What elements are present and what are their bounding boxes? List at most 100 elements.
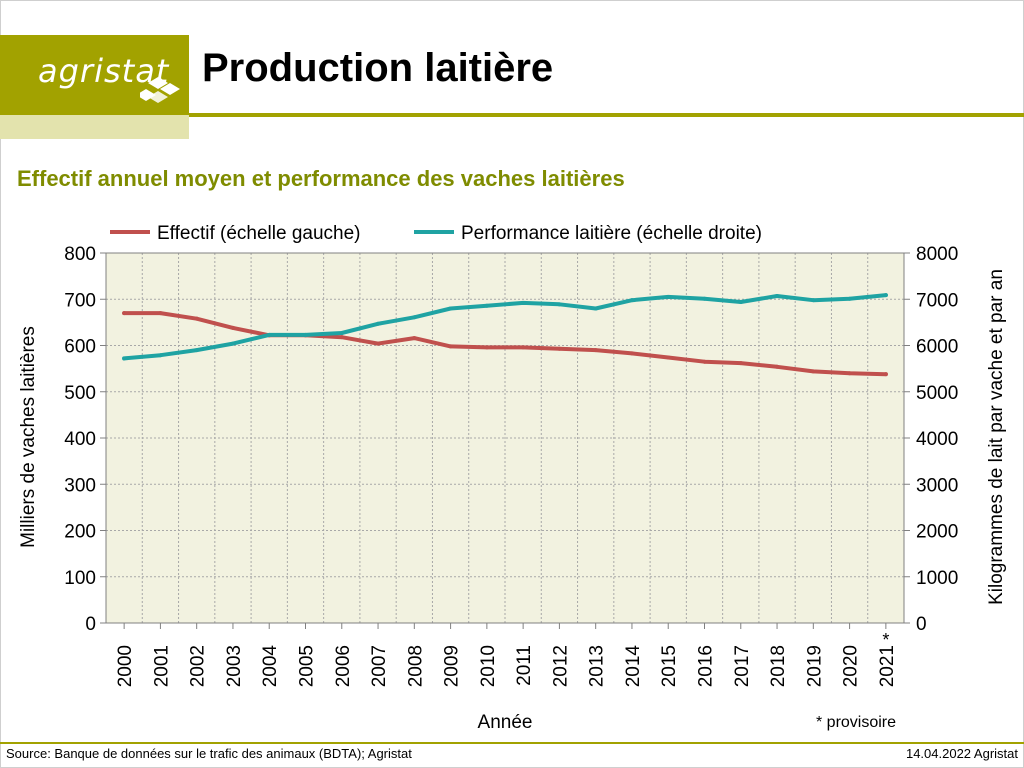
data-point [194,316,199,321]
x-tick-label: 2021 [877,645,898,687]
x-tick-label: 2001 [151,645,172,687]
data-point [593,306,598,311]
chart: 0 100 200 300 400 500 600 700 800 0 1000 2000 3000 4… [18,223,1007,733]
right-tick-label: 0 [916,614,927,635]
data-point [521,300,526,305]
right-tick-label: 3000 [916,475,958,496]
x-axis-ticks: 2000 2001 2002 2003 2004 2005 2006 2007 2008 2009… [115,623,898,687]
left-tick-label: 100 [64,568,96,589]
agristat-logo-icon [140,77,180,103]
x-tick-label: 2004 [260,645,281,688]
data-point [666,355,671,360]
x-tick-label: 2010 [478,645,499,687]
data-point [122,356,127,361]
data-point [811,369,816,374]
x-tick-label: 2018 [768,645,789,687]
x-tick-label: 2015 [659,645,680,687]
left-tick-label: 500 [64,383,96,404]
x-tick-label: 2003 [224,645,245,687]
data-point [412,336,417,341]
x-tick-label: 2006 [333,645,354,687]
series-line-0 [122,311,888,377]
data-point [811,298,816,303]
logo-text: agristat [38,52,170,90]
data-point [702,296,707,301]
logo-strip [0,115,189,139]
chart-title: Effectif annuel moyen et performance des… [17,166,625,191]
provisional-note: * provisoire [816,714,896,731]
left-tick-label: 600 [64,337,96,358]
data-point [448,306,453,311]
x-tick-label: 2008 [405,645,426,687]
right-axis-label: Kilogrammes de lait par vache et par an [986,269,1007,605]
x-tick-label: 2005 [297,645,318,687]
data-point [557,346,562,351]
data-point [448,344,453,349]
data-point [702,359,707,364]
data-point [847,296,852,301]
x-tick-label: 2009 [442,645,463,687]
left-tick-label: 0 [85,614,96,635]
footer-date: 14.04.2022 Agristat [905,746,1018,761]
left-tick-label: 800 [64,244,96,265]
left-tick-label: 700 [64,290,96,311]
data-point [194,348,199,353]
x-tick-label: 2012 [550,645,571,687]
data-point [267,332,272,337]
data-point [738,361,743,366]
title-rule [189,113,1024,117]
data-point [158,311,163,316]
series-lines [122,293,888,377]
data-point [158,353,163,358]
data-point [230,341,235,346]
right-tick-label: 5000 [916,383,958,404]
data-point [738,300,743,305]
x-tick-label: 2020 [841,645,862,687]
data-point [339,331,344,336]
left-axis-label: Milliers de vaches laitières [18,326,39,548]
footer-source: Source: Banque de données sur le trafic … [6,746,412,761]
data-point [303,332,308,337]
left-tick-label: 400 [64,429,96,450]
x-tick-label: 2000 [115,645,136,687]
data-point [376,341,381,346]
x-tick-label: 2017 [732,645,753,687]
x-tick-label: 2002 [188,645,209,687]
series-line-1 [122,293,888,361]
left-axis-ticks: 0 100 200 300 400 500 600 700 800 [64,244,106,635]
x-tick-label: 2014 [623,645,644,688]
data-point [230,325,235,330]
data-point [484,303,489,308]
right-tick-label: 6000 [916,337,958,358]
data-point [122,311,127,316]
data-point [593,348,598,353]
x-tick-label: 2011 [514,645,535,686]
data-point [775,364,780,369]
data-point [557,302,562,307]
x-tick-label: 2019 [804,645,825,687]
legend-label: Performance laitière (échelle droite) [461,223,762,244]
right-tick-label: 7000 [916,290,958,311]
provisional-marker: * [882,630,889,650]
data-point [775,294,780,299]
data-point [629,298,634,303]
x-axis-label: Année [478,712,533,733]
data-point [412,315,417,320]
data-point [339,335,344,340]
footer-rule [0,742,1024,744]
left-tick-label: 200 [64,522,96,543]
right-tick-label: 4000 [916,429,958,450]
data-point [847,371,852,376]
data-point [376,321,381,326]
x-tick-label: 2007 [369,645,390,687]
data-point [666,294,671,299]
left-tick-label: 300 [64,475,96,496]
right-axis-ticks: 0 1000 2000 3000 4000 5000 6000 7000 8000 [904,244,958,635]
data-point [883,372,888,377]
data-point [521,345,526,350]
data-point [629,351,634,356]
data-point [883,293,888,298]
right-tick-label: 1000 [916,568,958,589]
legend: Effectif (échelle gauche) Performance lai… [110,223,762,244]
right-tick-label: 8000 [916,244,958,265]
